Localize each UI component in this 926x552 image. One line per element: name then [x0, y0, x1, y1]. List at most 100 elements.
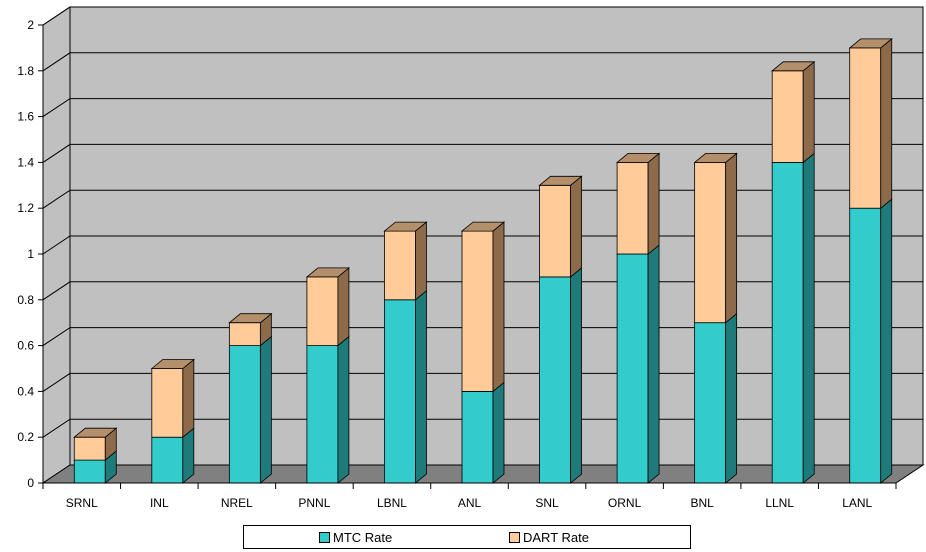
bar-side [880, 198, 893, 484]
bar-top [73, 427, 118, 438]
bar-top [228, 313, 273, 324]
bar-top [305, 267, 351, 278]
y-tick-label: 0.4 [17, 384, 34, 398]
y-tick-labels: 0 0.2 0.4 0.6 0.8 1 1.2 1.4 1.6 1.8 2 [17, 18, 34, 490]
bar-front [694, 322, 727, 484]
legend-swatch-dart [509, 532, 520, 543]
gridline [42, 6, 923, 26]
bar-side [415, 289, 427, 484]
bar-front [539, 184, 571, 278]
legend-item-mtc: MTC Rate [319, 530, 392, 545]
bar-side [337, 267, 350, 347]
bar-side [182, 427, 195, 484]
bar-side [880, 38, 893, 210]
bar-side [647, 152, 660, 255]
y-tick-label: 0.2 [17, 430, 34, 444]
axes [38, 24, 897, 489]
bar-side [725, 312, 738, 484]
x-tick-label-anl: ANL [458, 496, 482, 510]
x-tick-label-lanl: LANL [842, 496, 872, 510]
bar-top [848, 38, 893, 49]
bar-side [570, 267, 582, 484]
bar-side [337, 335, 350, 484]
bar-mtc-ornl [616, 244, 660, 484]
y-tick-label: 1.2 [17, 201, 34, 215]
gridline [42, 143, 923, 163]
bar-mtc-lanl [849, 198, 893, 484]
bar-front [771, 70, 804, 163]
x-tick-label-nrel: NREL [221, 496, 253, 510]
bar-side [259, 335, 272, 484]
y-tick-label: 2 [27, 18, 34, 32]
x-tick-label-inl: INL [150, 496, 169, 510]
bar-dart-ornl [615, 152, 661, 255]
bar-front [73, 436, 106, 461]
y-tick-label: 0.6 [17, 339, 34, 353]
bar-dart-pnnl [305, 267, 351, 347]
bar-front [151, 436, 184, 484]
bar-front [384, 299, 416, 484]
bar-front [73, 459, 106, 484]
y-tick-label: 0 [27, 476, 34, 490]
bar-front [151, 368, 184, 438]
bar-side [415, 221, 427, 301]
bar-top [538, 175, 583, 186]
bar-side [647, 244, 660, 484]
bar-mtc-anl [461, 381, 505, 484]
bar-mtc-bnl [694, 312, 738, 484]
bar-dart-snl [538, 175, 583, 278]
bar-side [802, 152, 815, 484]
bar-mtc-llnl [771, 152, 815, 484]
bar-side [570, 175, 582, 278]
bar-top [771, 61, 816, 72]
bar-dart-lanl [848, 38, 893, 210]
bar-side [802, 60, 815, 164]
bar-front [849, 207, 882, 484]
bar-front [616, 253, 649, 484]
bar-front [306, 276, 339, 346]
bar-side [725, 152, 738, 324]
bar-top [150, 359, 195, 369]
bar-front [461, 230, 494, 392]
bar-front [384, 230, 416, 301]
bar-front [306, 345, 339, 484]
bar-front [694, 161, 727, 324]
gridline [42, 98, 923, 118]
x-tick-labels: SRNL INL NREL PNNL LBNL ANL SNL ORNL BNL LLNL LANL [66, 496, 873, 510]
bar-top [460, 221, 506, 232]
bar-front [461, 390, 494, 484]
bar-front [228, 345, 261, 484]
bar-mtc-pnnl [306, 335, 350, 484]
bar-dart-srnl [73, 427, 118, 461]
bar-front [616, 161, 649, 255]
bar-dart-llnl [771, 60, 816, 164]
legend-label-dart: DART Rate [523, 530, 589, 545]
gridline [42, 52, 923, 72]
bar-dart-anl [460, 221, 506, 393]
bar-side [492, 381, 505, 484]
bar-dart-bnl [693, 152, 738, 324]
legend: MTC Rate DART Rate [243, 525, 691, 549]
bar-front [849, 47, 882, 209]
y-tick-label: 0.8 [17, 293, 34, 307]
bar-top [693, 152, 738, 163]
bar-top [383, 221, 428, 232]
bar-side [182, 358, 195, 439]
bar-top [615, 152, 661, 163]
legend-item-dart: DART Rate [509, 530, 589, 545]
bar-mtc-nrel [228, 335, 272, 484]
bar-front [228, 322, 261, 347]
x-tick-label-ornl: ORNL [608, 496, 642, 510]
y-tick-label: 1.8 [17, 64, 34, 78]
y-tick-label: 1.4 [17, 155, 34, 169]
bar-side [492, 221, 505, 393]
bar-mtc-lbnl [384, 289, 427, 484]
legend-swatch-mtc [319, 532, 330, 543]
legend-label-mtc: MTC Rate [333, 530, 393, 545]
bar-mtc-snl [539, 267, 582, 484]
bar-mtc-inl [151, 427, 195, 484]
bar-dart-inl [150, 358, 195, 439]
bar-dart-lbnl [383, 221, 428, 301]
x-tick-label-bnl: BNL [690, 496, 714, 510]
